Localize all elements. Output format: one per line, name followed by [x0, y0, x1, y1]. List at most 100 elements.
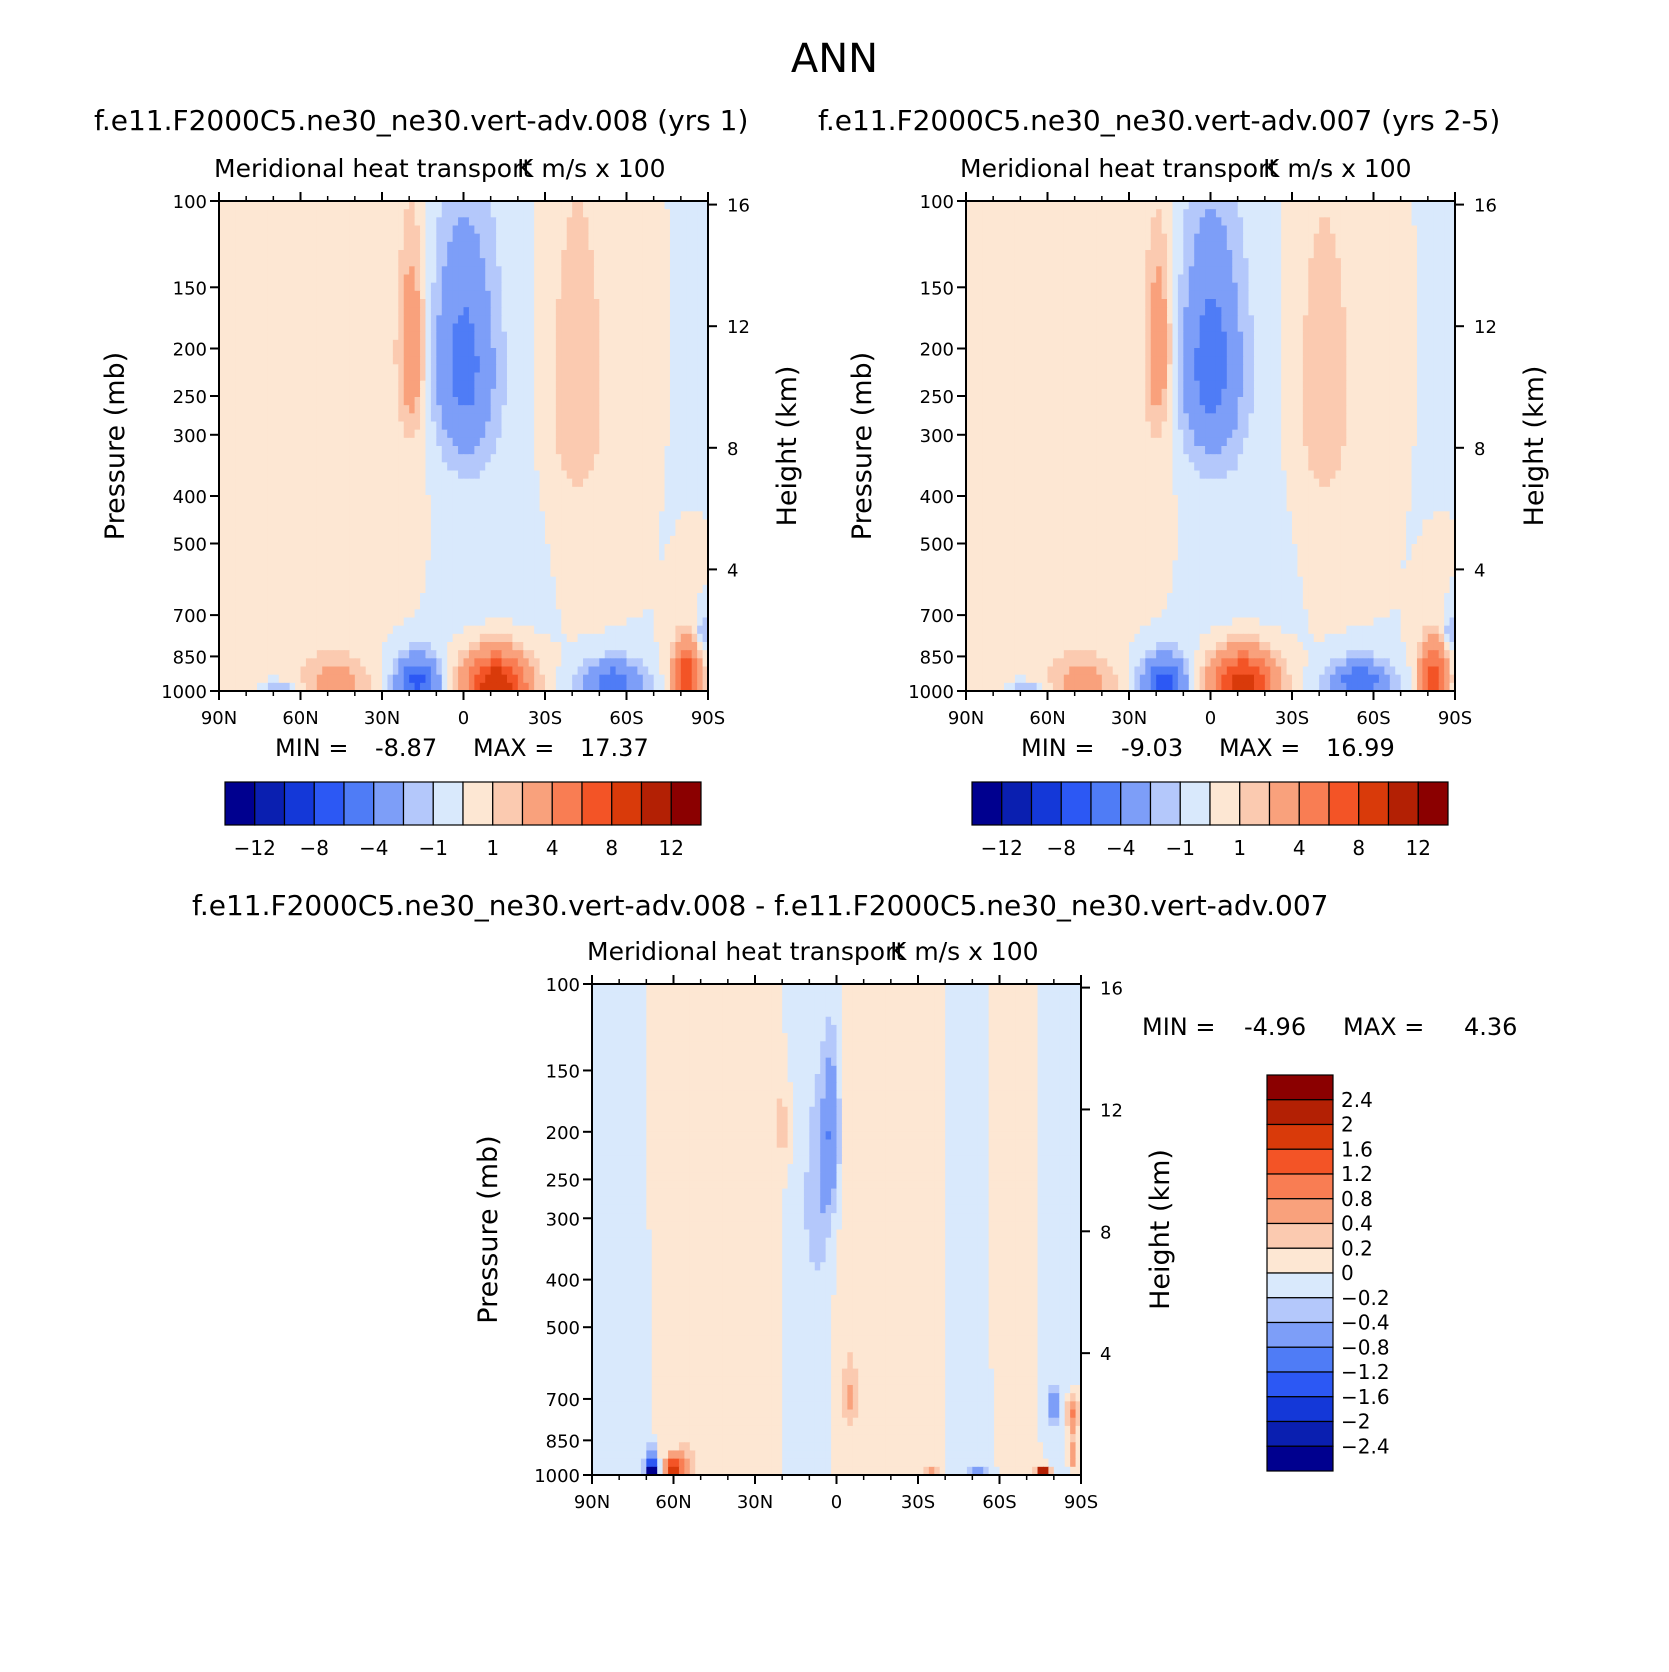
panel1-cell	[295, 552, 302, 561]
panel1-cell	[599, 478, 606, 488]
panel1-cell	[604, 421, 611, 431]
panel1-cell	[653, 544, 660, 553]
panel1-cell	[420, 413, 427, 423]
panel1-cell	[642, 437, 649, 447]
panel1-cell	[468, 225, 475, 235]
panel1-cell	[420, 323, 427, 333]
panel1-cell	[430, 601, 437, 610]
panel1-cell	[403, 364, 410, 374]
panel1-cell	[615, 380, 622, 390]
panel1-cell	[338, 307, 345, 316]
panel1-cell	[409, 348, 416, 357]
panel1-cell	[300, 331, 307, 341]
panel1-cell	[539, 642, 546, 651]
panel1-cell	[246, 478, 253, 488]
panel1-cell	[615, 601, 622, 610]
panel1-cell	[680, 225, 687, 235]
panel1-cell	[284, 576, 291, 586]
panel1-cell	[382, 225, 389, 235]
panel1-cell	[512, 225, 519, 235]
panel1-cell	[659, 250, 666, 259]
panel1-cell	[257, 209, 264, 218]
panel1-cell	[327, 233, 334, 243]
panel1-cell	[371, 527, 378, 537]
panel1-cell	[365, 413, 372, 423]
panel1-cell	[360, 617, 367, 627]
panel1-cell	[382, 519, 389, 529]
panel1-cell	[599, 535, 606, 545]
panel1-cell	[691, 356, 698, 365]
panel1-cell	[403, 233, 410, 243]
panel1-cell	[262, 397, 269, 406]
panel1-cell	[398, 593, 405, 602]
panel1-cell	[561, 209, 568, 218]
panel1-cell	[512, 339, 519, 349]
panel1-cell	[506, 495, 513, 504]
panel1-cell	[311, 380, 318, 390]
panel1-cell	[702, 601, 708, 610]
panel1-cell	[240, 633, 247, 643]
panel1-cell	[528, 495, 535, 504]
panel1-cell	[555, 495, 562, 504]
panel1-cell	[447, 225, 454, 235]
panel1-cell	[289, 380, 296, 390]
panel1-cell	[501, 527, 508, 537]
panel1-cell	[257, 495, 264, 504]
panel1-cell	[333, 601, 340, 610]
panel1-cell	[354, 601, 361, 610]
panel1-cell	[327, 584, 334, 594]
panel1-cell	[382, 405, 389, 414]
panel1-cell	[452, 584, 459, 594]
panel1-cell	[257, 201, 264, 210]
panel1-cell	[240, 642, 247, 651]
panel1-cell	[572, 437, 579, 447]
panel1-cell	[387, 454, 394, 463]
panel1-cell	[468, 380, 475, 390]
panel1-cell	[219, 601, 226, 610]
panel1-cell	[305, 633, 312, 643]
panel1-cell	[441, 307, 448, 316]
panel1-cell	[523, 315, 530, 325]
panel1-cell	[555, 642, 562, 651]
panel1-cell	[474, 290, 481, 300]
panel1-cell	[517, 584, 524, 594]
panel1-cell	[615, 544, 622, 553]
panel1-cell	[458, 552, 465, 561]
panel1-cell	[414, 380, 421, 390]
panel1-cell	[561, 299, 568, 308]
panel1-cell	[528, 315, 535, 325]
panel1-cell	[262, 250, 269, 259]
panel1-cell	[430, 364, 437, 374]
panel1-cell	[686, 307, 693, 316]
panel1-cell	[229, 544, 236, 553]
panel1-cell	[436, 380, 443, 390]
panel1-cell	[224, 331, 231, 341]
panel1-cell	[219, 356, 226, 365]
panel1-cell	[621, 544, 628, 553]
panel1-cell	[316, 470, 323, 480]
panel1-cell	[430, 282, 437, 292]
panel1-cell	[555, 511, 562, 521]
panel1-cell	[403, 552, 410, 561]
panel1-cell	[420, 421, 427, 431]
panel1-cell	[610, 282, 617, 292]
panel1-cell	[501, 437, 508, 447]
panel1-cell	[648, 233, 655, 243]
panel1-cell	[458, 209, 465, 218]
panel1-cell	[479, 225, 486, 235]
panel1-cell	[430, 576, 437, 586]
panel1-cell	[664, 495, 671, 504]
panel1-cell	[333, 544, 340, 553]
panel1-cell	[458, 290, 465, 300]
panel1-cell	[588, 250, 595, 259]
panel1-cell	[501, 266, 508, 276]
panel1-cell	[506, 552, 513, 561]
panel1-cell	[452, 364, 459, 374]
panel1-cell	[333, 633, 340, 643]
panel1-cell	[224, 241, 231, 251]
panel1-cell	[621, 217, 628, 227]
panel1-cell	[458, 201, 465, 210]
panel1-cell	[583, 266, 590, 276]
panel1-cell	[648, 258, 655, 267]
panel1-cell	[322, 241, 329, 251]
